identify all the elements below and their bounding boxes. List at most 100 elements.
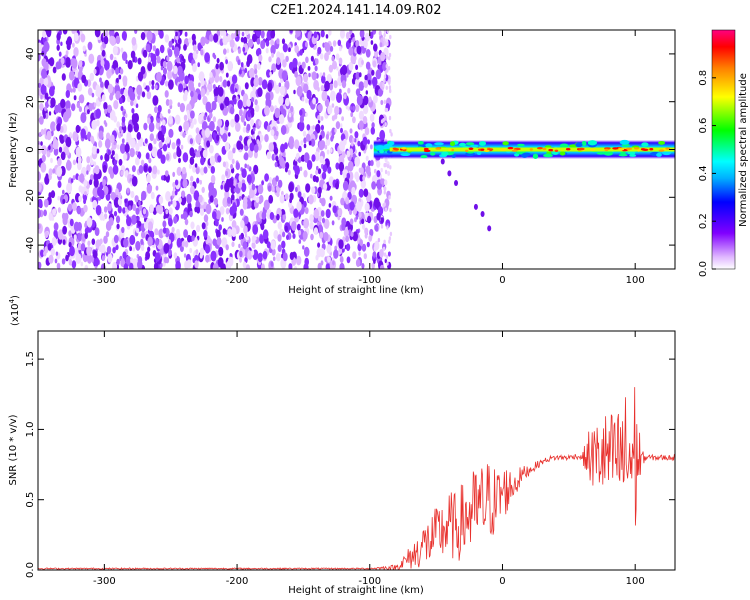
noise-speckle xyxy=(45,173,49,179)
noise-speckle xyxy=(78,185,83,193)
noise-speckle xyxy=(155,185,159,191)
colorbar-label: Normalized spectral amplitude xyxy=(738,73,749,227)
noise-speckle xyxy=(335,121,341,130)
noise-speckle xyxy=(67,203,73,212)
noise-speckle xyxy=(384,207,388,212)
noise-speckle xyxy=(356,45,362,55)
noise-speckle xyxy=(363,95,369,106)
noise-speckle xyxy=(75,146,82,158)
noise-speckle xyxy=(270,44,276,55)
noise-speckle xyxy=(152,45,157,52)
noise-speckle xyxy=(83,204,88,213)
noise-speckle xyxy=(284,225,288,232)
noise-speckle xyxy=(87,109,90,115)
noise-speckle xyxy=(38,171,41,182)
noise-speckle xyxy=(367,160,372,167)
noise-speckle xyxy=(174,179,179,186)
noise-speckle xyxy=(213,197,218,206)
noise-speckle xyxy=(189,138,194,145)
noise-speckle xyxy=(300,155,304,162)
noise-speckle xyxy=(106,246,112,254)
noise-speckle xyxy=(363,188,369,197)
noise-speckle xyxy=(277,179,283,188)
noise-speckle xyxy=(115,215,121,224)
noise-speckle xyxy=(125,59,128,64)
noise-speckle xyxy=(155,48,160,57)
noise-speckle xyxy=(69,132,72,138)
noise-speckle xyxy=(157,169,160,175)
band-blob xyxy=(470,144,479,148)
noise-speckle xyxy=(253,144,259,153)
noise-speckle xyxy=(302,231,308,240)
noise-speckle xyxy=(279,157,285,167)
noise-speckle xyxy=(303,152,310,163)
noise-speckle xyxy=(361,218,365,225)
noise-speckle xyxy=(168,40,173,48)
noise-speckle xyxy=(168,248,172,257)
noise-speckle xyxy=(122,75,128,85)
noise-speckle xyxy=(274,161,278,168)
noise-speckle xyxy=(217,94,223,104)
noise-speckle xyxy=(254,68,258,75)
top-y-axis-label: Frequency (Hz) xyxy=(8,112,19,188)
band-blob xyxy=(478,141,487,146)
noise-speckle xyxy=(311,186,316,194)
noise-speckle xyxy=(132,258,139,269)
noise-speckle xyxy=(154,106,158,113)
noise-speckle xyxy=(91,145,97,155)
noise-speckle xyxy=(247,250,253,260)
noise-speckle xyxy=(158,126,162,132)
noise-speckle xyxy=(124,143,130,153)
noise-speckle xyxy=(57,158,62,167)
noise-speckle xyxy=(267,185,272,192)
noise-speckle xyxy=(278,114,285,125)
noise-speckle xyxy=(94,30,101,38)
noise-speckle xyxy=(52,168,56,174)
noise-speckle xyxy=(188,163,192,169)
noise-speckle xyxy=(244,82,249,90)
noise-speckle xyxy=(242,241,248,250)
noise-speckle xyxy=(246,123,251,132)
noise-speckle xyxy=(141,91,146,98)
noise-speckle xyxy=(50,247,55,256)
core-hotspot xyxy=(633,147,640,150)
noise-speckle xyxy=(277,244,282,252)
noise-speckle xyxy=(132,247,135,252)
noise-speckle xyxy=(294,45,300,54)
noise-speckle xyxy=(173,46,180,57)
noise-speckle xyxy=(348,135,354,144)
noise-speckle xyxy=(348,46,354,56)
noise-speckle xyxy=(210,250,217,262)
noise-speckle xyxy=(303,143,307,149)
noise-speckle xyxy=(289,140,294,150)
noise-speckle xyxy=(305,98,308,104)
noise-speckle xyxy=(181,240,186,248)
noise-speckle xyxy=(86,254,93,264)
noise-speckle xyxy=(153,138,157,145)
noise-speckle xyxy=(120,258,126,267)
noise-speckle xyxy=(42,30,47,38)
core-hotspot xyxy=(665,147,670,150)
noise-speckle xyxy=(115,35,121,45)
noise-speckle xyxy=(174,114,181,125)
noise-speckle xyxy=(228,132,231,137)
core-hotspot xyxy=(507,146,514,150)
noise-speckle xyxy=(357,57,364,68)
noise-speckle xyxy=(302,130,307,137)
noise-speckle xyxy=(371,181,376,190)
noise-speckle xyxy=(65,136,72,148)
noise-speckle xyxy=(220,30,224,36)
noise-speckle xyxy=(100,81,104,88)
noise-speckle xyxy=(52,66,57,74)
noise-speckle xyxy=(217,257,224,268)
noise-speckle xyxy=(78,195,82,202)
noise-speckle xyxy=(361,263,365,269)
noise-speckle xyxy=(136,84,143,96)
noise-speckle xyxy=(380,52,386,62)
noise-speckle xyxy=(59,125,64,133)
noise-speckle xyxy=(260,32,265,39)
noise-speckle xyxy=(377,237,381,243)
noise-speckle xyxy=(80,128,86,139)
noise-speckle xyxy=(187,234,192,243)
noise-speckle xyxy=(203,115,207,121)
